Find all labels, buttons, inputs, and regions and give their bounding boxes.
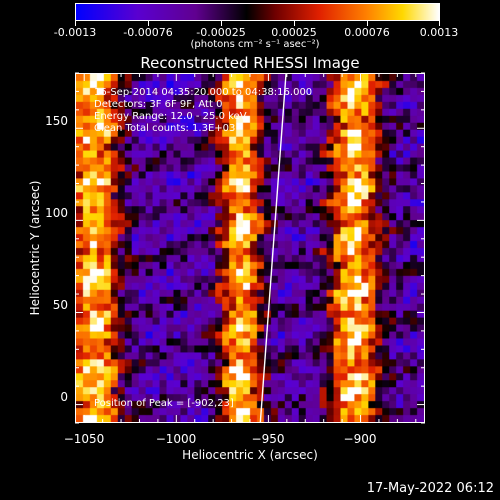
colorbar-tick [439, 21, 440, 26]
colorbar-units: (photons cm⁻² s⁻¹ asec⁻²) [190, 39, 320, 50]
limb-overlay [259, 74, 287, 422]
info-algorithm: Clean Total counts: 1.3E+03 [94, 123, 236, 134]
colorbar-tick-label: 0.0013 [419, 26, 459, 39]
colorbar-tick [294, 21, 295, 26]
colorbar-tick-label: -0.00025 [196, 26, 246, 39]
colorbar-tick [75, 21, 76, 26]
timestamp: 17-May-2022 06:12 [366, 481, 494, 496]
y-axis-label: Heliocentric Y (arcsec) [28, 180, 42, 316]
x-tick-label: −1000 [155, 432, 197, 446]
plot-title: Reconstructed RHESSI Image [140, 54, 360, 72]
x-axis-label: Heliocentric X (arcsec) [182, 448, 318, 462]
colorbar-tick-label: 0.00025 [271, 26, 317, 39]
x-tick-label: −950 [251, 432, 285, 446]
colorbar-tick-label: -0.0013 [53, 26, 97, 39]
info-detectors: Detectors: 3F 6F 9F, Att 0 [94, 99, 223, 110]
x-tick-label: −1050 [63, 432, 105, 446]
colorbar-tick [148, 21, 149, 26]
x-tick-label: −900 [343, 432, 377, 446]
info-time-range: 16-Sep-2014 04:35:20.000 to 04:38:16.000 [94, 87, 313, 98]
solar-limb-line [259, 74, 287, 422]
colorbar [75, 3, 440, 21]
y-tick-label: 50 [52, 298, 68, 312]
y-tick-label: 150 [45, 114, 68, 128]
y-tick-label: 0 [60, 390, 68, 404]
colorbar-tick-label: 0.00076 [344, 26, 390, 39]
info-peak-position: Position of Peak = [-902,23] [94, 398, 234, 409]
colorbar-tick [221, 21, 222, 26]
colorbar-tick [367, 21, 368, 26]
image-plot-area[interactable] [75, 73, 425, 423]
y-tick-label: 100 [45, 206, 68, 220]
info-energy-range: Energy Range: 12.0 - 25.0 keV [94, 111, 247, 122]
colorbar-tick-label: -0.00076 [123, 26, 173, 39]
heatmap-image [76, 74, 424, 422]
